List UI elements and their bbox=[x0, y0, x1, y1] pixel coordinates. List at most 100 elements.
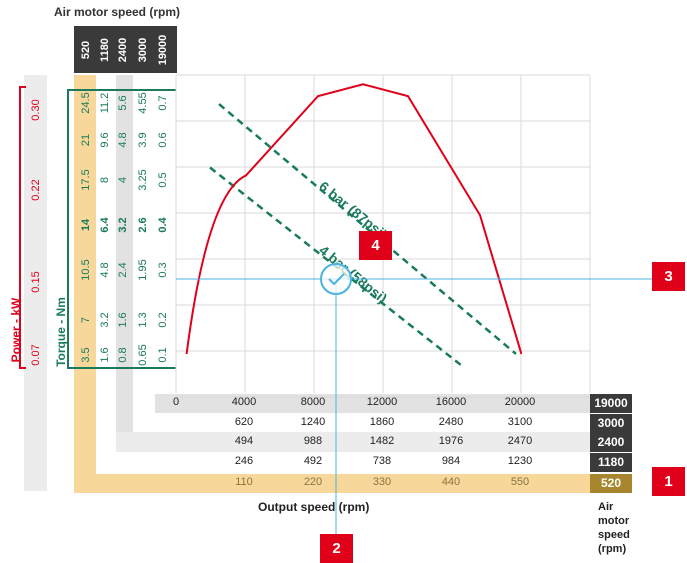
top-rpm-2: 2400 bbox=[117, 37, 129, 63]
right-label-line-1: Air bbox=[598, 501, 614, 513]
power-tick-0: 0.07 bbox=[30, 344, 42, 366]
speed-row-3-2: 738 bbox=[372, 455, 392, 467]
torque-tick-3-5: 3.9 bbox=[137, 132, 149, 148]
speed-row-3-3: 984 bbox=[441, 455, 461, 467]
speed-row-1-1: 1240 bbox=[300, 416, 326, 428]
torque-tick-4-4: 0.5 bbox=[157, 172, 169, 188]
torque-tick-0-2: 10.5 bbox=[80, 259, 92, 281]
right-rpm-520: 520 bbox=[590, 474, 632, 493]
torque-tick-0-3: 14 bbox=[80, 218, 92, 232]
torque-tick-2-1: 1.6 bbox=[117, 312, 129, 328]
overlay-group bbox=[176, 263, 652, 545]
power-tick-1: 0.15 bbox=[30, 271, 42, 293]
power-curve bbox=[185, 83, 523, 355]
row-band-2400 bbox=[116, 432, 590, 452]
speed-row-0-3: 12000 bbox=[366, 396, 398, 408]
right-rpm-1180: 1180 bbox=[590, 453, 632, 472]
band-2400 bbox=[116, 75, 133, 450]
air-motor-speed-label-right: Air motor speed (rpm) bbox=[598, 500, 630, 556]
speed-row-0-1: 4000 bbox=[231, 396, 257, 408]
speed-row-2-3: 1976 bbox=[438, 435, 464, 447]
power-tick-2: 0.22 bbox=[30, 179, 42, 201]
right-label-line-4: (rpm) bbox=[598, 543, 627, 555]
torque-tick-1-0: 1.6 bbox=[99, 347, 111, 363]
badge-2: 2 bbox=[320, 534, 353, 563]
speed-row-2-2: 1482 bbox=[369, 435, 395, 447]
torque-tick-2-6: 5.6 bbox=[117, 95, 129, 111]
torque-tick-3-1: 1.3 bbox=[137, 312, 149, 328]
badge-3: 3 bbox=[652, 262, 685, 291]
power-band bbox=[24, 75, 47, 491]
check-icon bbox=[328, 273, 345, 286]
speed-row-1-0: 620 bbox=[234, 416, 254, 428]
row-band-19000 bbox=[155, 394, 590, 413]
speed-row-1-4: 3100 bbox=[507, 416, 533, 428]
right-rpm-2400: 2400 bbox=[590, 433, 632, 452]
right-rpm-19000: 19000 bbox=[590, 394, 632, 413]
speed-row-2-1: 988 bbox=[303, 435, 323, 447]
x-axis-label: Output speed (rpm) bbox=[258, 500, 370, 514]
row-band-520 bbox=[74, 474, 590, 493]
operating-point-circle bbox=[320, 263, 352, 295]
torque-tick-3-3: 2.6 bbox=[137, 217, 149, 233]
torque-tick-1-3: 6.4 bbox=[99, 217, 111, 233]
speed-row-1-2: 1860 bbox=[369, 416, 395, 428]
top-rpm-4: 19000 bbox=[157, 34, 169, 66]
power-tick-3: 0.30 bbox=[30, 99, 42, 121]
torque-tick-2-2: 2.4 bbox=[117, 262, 129, 278]
speed-row-0-0: 0 bbox=[172, 396, 180, 408]
speed-row-2-0: 494 bbox=[234, 435, 254, 447]
right-label-line-2: motor bbox=[598, 515, 630, 527]
top-rpm-header bbox=[74, 26, 177, 73]
speed-row-4-1: 220 bbox=[303, 476, 323, 488]
power-bracket bbox=[19, 86, 26, 369]
torque-tick-2-5: 4.8 bbox=[117, 132, 129, 148]
right-label-line-3: speed bbox=[598, 529, 630, 541]
torque-tick-2-0: 0.8 bbox=[117, 347, 129, 363]
torque-tick-1-6: 11.2 bbox=[99, 92, 111, 114]
speed-row-0-2: 8000 bbox=[300, 396, 326, 408]
speed-row-2-4: 2470 bbox=[507, 435, 533, 447]
torque-tick-0-5: 21 bbox=[80, 133, 92, 147]
top-rpm-3: 3000 bbox=[137, 37, 149, 63]
torque-tick-1-2: 4.8 bbox=[99, 262, 111, 278]
torque-tick-4-3: 0.4 bbox=[157, 217, 169, 233]
torque-tick-4-2: 0.3 bbox=[157, 262, 169, 278]
top-rpm-0: 520 bbox=[80, 40, 92, 60]
torque-tick-0-0: 3.5 bbox=[80, 347, 92, 363]
torque-tick-2-4: 4 bbox=[117, 176, 129, 184]
torque-tick-0-6: 24.5 bbox=[80, 92, 92, 114]
torque-tick-4-0: 0.1 bbox=[157, 347, 169, 363]
speed-row-4-3: 440 bbox=[441, 476, 461, 488]
speed-row-3-4: 1230 bbox=[507, 455, 533, 467]
speed-row-4-2: 330 bbox=[372, 476, 392, 488]
speed-row-4-0: 110 bbox=[235, 476, 253, 488]
badge-4: 4 bbox=[359, 231, 392, 260]
speed-row-4-4: 550 bbox=[510, 476, 530, 488]
speed-row-0-4: 16000 bbox=[435, 396, 467, 408]
series-group: 6 bar (87psi)4 bar (58psi) bbox=[185, 83, 523, 367]
torque-tick-1-1: 3.2 bbox=[99, 312, 111, 328]
torque-tick-3-2: 1.95 bbox=[137, 259, 149, 281]
badge-1: 1 bbox=[652, 467, 685, 496]
torque-tick-3-6: 4.55 bbox=[137, 92, 149, 114]
torque-tick-0-4: 17.5 bbox=[80, 169, 92, 191]
speed-row-3-1: 492 bbox=[303, 455, 323, 467]
top-rpm-1: 1180 bbox=[99, 38, 111, 62]
band-520 bbox=[74, 75, 96, 493]
torque-tick-4-6: 0.7 bbox=[157, 95, 169, 111]
torque-tick-3-4: 3.25 bbox=[137, 169, 149, 191]
torque-tick-0-1: 7 bbox=[80, 316, 92, 324]
torque-tick-4-1: 0.2 bbox=[157, 312, 169, 328]
series-line-0 bbox=[218, 103, 517, 355]
torque-tick-1-4: 8 bbox=[99, 176, 111, 184]
torque-tick-4-5: 0.6 bbox=[157, 132, 169, 148]
torque-tick-2-3: 3.2 bbox=[117, 217, 129, 233]
speed-row-0-5: 20000 bbox=[504, 396, 536, 408]
speed-row-1-3: 2480 bbox=[438, 416, 464, 428]
right-rpm-3000: 3000 bbox=[590, 414, 632, 433]
torque-tick-3-0: 0.65 bbox=[137, 344, 149, 366]
speed-row-3-0: 246 bbox=[234, 455, 254, 467]
torque-bracket bbox=[67, 89, 74, 369]
